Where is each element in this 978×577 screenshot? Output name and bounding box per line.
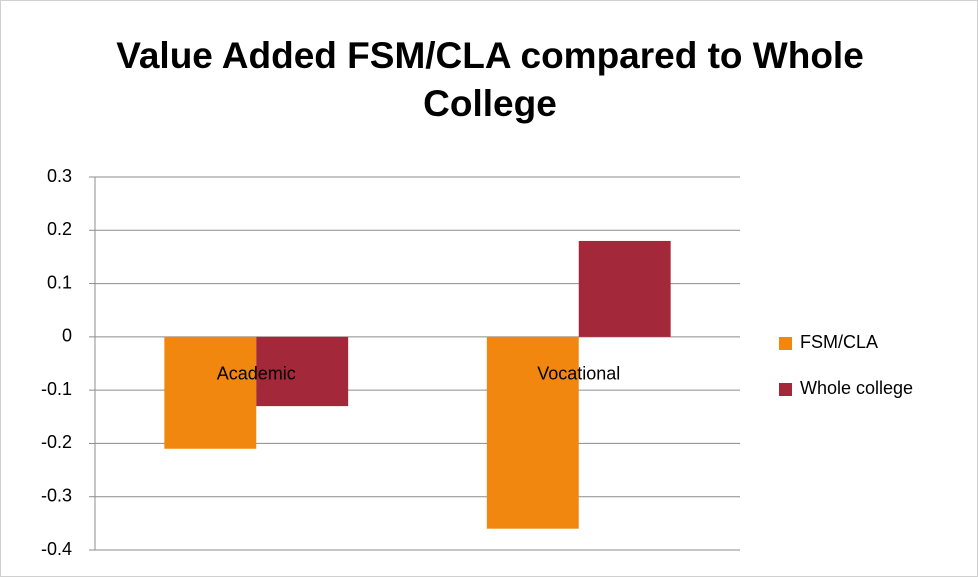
y-tick-label: -0.4: [41, 539, 72, 559]
chart-title: Value Added FSM/CLA compared to Whole Co…: [116, 35, 864, 124]
legend-swatch: [779, 383, 792, 396]
bar: [256, 336, 349, 407]
bar: [164, 336, 257, 449]
bar: [486, 336, 579, 529]
y-tick-label: -0.1: [41, 379, 72, 399]
y-tick-label: 0.2: [47, 219, 72, 239]
y-tick-label: -0.3: [41, 485, 72, 505]
y-tick-label: 0: [62, 326, 72, 346]
y-tick-label: 0.1: [47, 272, 72, 292]
y-tick-label: 0.3: [47, 166, 72, 186]
legend-swatch: [779, 337, 792, 350]
x-tick-label: Vocational: [537, 364, 620, 384]
x-tick-label: Academic: [217, 364, 296, 384]
bar: [578, 240, 671, 337]
legend-label: FSM/CLA: [800, 332, 878, 352]
y-tick-label: -0.2: [41, 432, 72, 452]
legend-label: Whole college: [800, 378, 913, 398]
